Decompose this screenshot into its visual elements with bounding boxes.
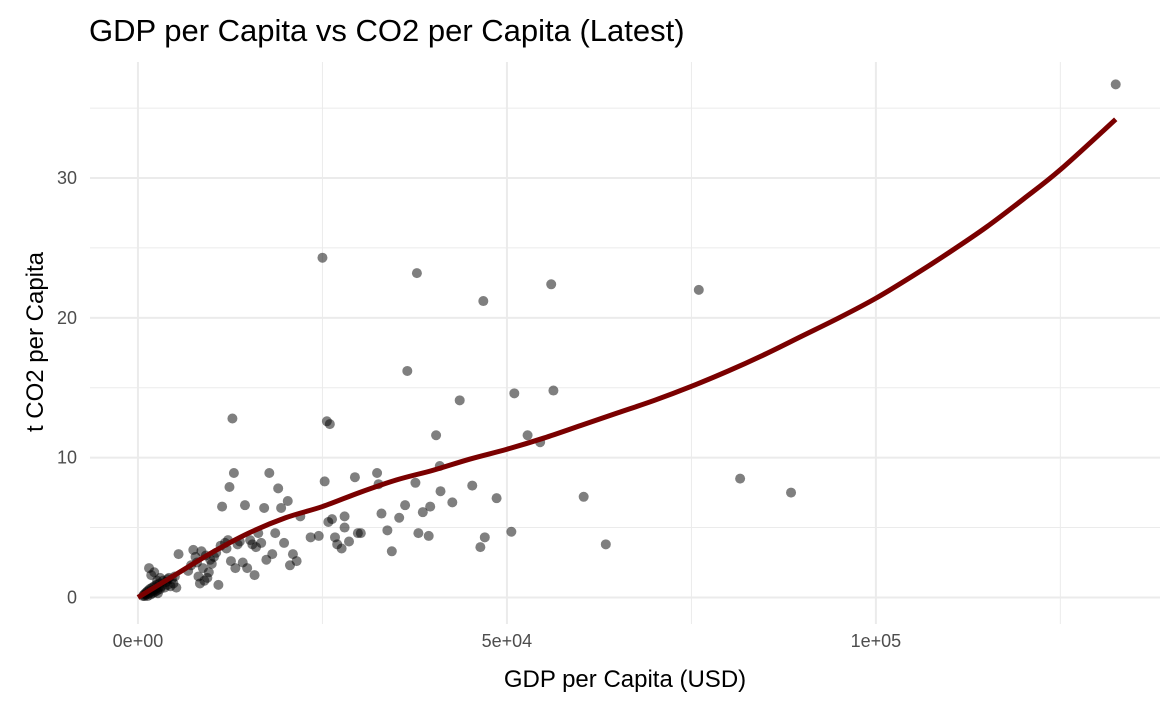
data-point: [467, 480, 478, 491]
data-point: [425, 501, 436, 512]
x-tick-label: 0e+00: [113, 631, 164, 651]
data-point: [259, 502, 270, 513]
data-point: [355, 528, 366, 539]
data-point: [376, 508, 387, 519]
data-point: [224, 481, 235, 492]
trend-line-layer: [136, 117, 1118, 600]
y-tick-label: 30: [57, 168, 77, 188]
data-point: [402, 365, 413, 376]
data-point: [600, 539, 611, 550]
data-point: [273, 483, 284, 494]
data-point: [786, 487, 797, 498]
x-tick-label: 5e+04: [482, 631, 533, 651]
y-tick-label: 0: [67, 587, 77, 607]
x-axis-title: GDP per Capita (USD): [504, 666, 746, 693]
data-point: [735, 473, 746, 484]
data-point: [546, 279, 557, 290]
data-point: [327, 514, 338, 525]
data-point: [522, 430, 533, 441]
data-point: [213, 579, 224, 590]
data-point: [227, 413, 238, 424]
data-point: [313, 530, 324, 541]
data-point: [276, 502, 287, 513]
data-point: [339, 511, 350, 522]
data-point: [264, 468, 275, 479]
data-point: [349, 472, 360, 483]
minor-gridlines: [90, 62, 1160, 624]
data-point: [413, 528, 424, 539]
data-point: [242, 563, 253, 574]
data-point: [435, 486, 446, 497]
data-point: [324, 419, 335, 430]
x-tick-label: 1e+05: [851, 631, 902, 651]
data-point: [267, 549, 278, 560]
y-axis-title: t CO2 per Capita: [22, 251, 49, 432]
trend-line: [136, 117, 1118, 600]
data-point: [305, 532, 316, 543]
major-gridlines: [90, 62, 1160, 624]
data-point: [217, 501, 228, 512]
data-point: [279, 537, 290, 548]
data-point: [447, 497, 458, 508]
data-point: [230, 563, 241, 574]
data-point: [171, 582, 182, 593]
data-point: [239, 500, 250, 511]
data-point: [431, 430, 442, 441]
data-point: [410, 477, 421, 488]
data-point: [256, 537, 267, 548]
data-point: [417, 507, 428, 518]
data-point: [382, 525, 393, 536]
data-point: [282, 495, 293, 506]
data-point: [1110, 79, 1121, 90]
data-point: [548, 385, 559, 396]
data-point: [344, 536, 355, 547]
data-points: [138, 79, 1121, 602]
data-point: [693, 284, 704, 295]
data-point: [339, 522, 350, 533]
y-axis-tick-labels: 0 10 20 30: [57, 168, 77, 607]
x-axis-tick-labels: 0e+00 5e+04 1e+05: [113, 631, 901, 651]
data-point: [228, 468, 239, 479]
data-point: [423, 530, 434, 541]
data-point: [386, 546, 397, 557]
data-point: [506, 526, 517, 537]
chart-title: GDP per Capita vs CO2 per Capita (Latest…: [89, 13, 685, 48]
data-point: [478, 296, 489, 307]
data-point: [249, 570, 260, 581]
data-point: [578, 491, 589, 502]
data-point: [336, 543, 347, 554]
data-point: [319, 476, 330, 487]
data-point: [173, 549, 184, 560]
data-point: [454, 395, 465, 406]
data-point: [270, 528, 281, 539]
data-point: [411, 268, 422, 279]
data-point: [491, 493, 502, 504]
data-point: [475, 542, 486, 553]
data-point: [394, 512, 405, 523]
data-point: [203, 567, 214, 578]
data-point: [372, 468, 383, 479]
data-point: [479, 532, 490, 543]
data-point: [317, 252, 328, 263]
data-point: [291, 556, 302, 567]
data-point: [509, 388, 520, 399]
data-point: [400, 500, 411, 511]
y-tick-label: 10: [57, 448, 77, 468]
y-tick-label: 20: [57, 308, 77, 328]
